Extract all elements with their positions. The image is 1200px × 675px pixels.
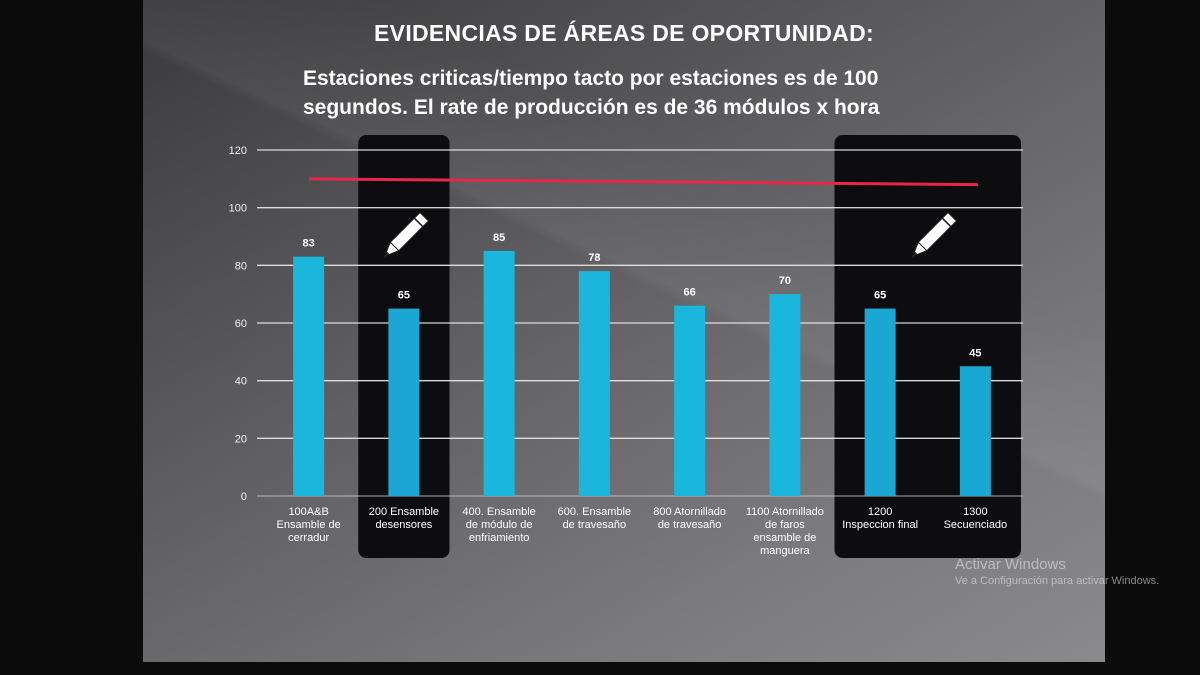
bar (864, 308, 896, 496)
bar-value-label: 85 (493, 232, 505, 244)
y-tick-label: 60 (235, 318, 247, 330)
presentation-slide: EVIDENCIAS DE ÁREAS DE OPORTUNIDAD: Esta… (143, 0, 1105, 662)
category-label-line: de travesaño (563, 519, 627, 531)
category-label: 200 Ensamble desensores (369, 506, 439, 531)
bar (769, 294, 801, 496)
activate-windows-watermark: Activar Windows Ve a Configuración para … (955, 556, 1200, 587)
pencil-icon-part (384, 251, 390, 257)
bar-value-label: 70 (779, 275, 791, 287)
bar (483, 250, 515, 496)
category-label: 1200 Inspeccion final (842, 506, 918, 531)
bar-value-label: 65 (398, 290, 410, 302)
category-label: 1100 Atornillado de faros ensamble de mangu… (746, 506, 824, 557)
pencil-icon-part (912, 251, 918, 257)
category-label: 600. Ensamble de travesaño (558, 506, 631, 531)
pencil-icon (383, 211, 430, 258)
y-tick-label: 100 (229, 203, 247, 215)
category-label-line: 100A&B (288, 506, 328, 518)
slide-subtitle: Estaciones criticas/tiempo tacto por est… (303, 67, 880, 119)
category-label-line: desensores (375, 519, 432, 531)
category-label: 100A&B Ensamble de cerradur (277, 506, 341, 544)
y-tick-label: 0 (241, 491, 247, 503)
bar-value-label: 65 (874, 290, 886, 302)
category-label-line: Secuenciado (944, 519, 1008, 531)
y-tick-label: 120 (229, 145, 247, 157)
bar (674, 305, 706, 496)
y-tick-label: 80 (235, 260, 247, 272)
bar-value-label: 78 (588, 252, 600, 264)
pencil-icon (911, 211, 958, 258)
y-tick-label: 20 (235, 433, 247, 445)
category-label-line: 1200 (868, 506, 892, 518)
category-label-line: ensamble de (753, 532, 816, 544)
category-label-line: 400. Ensamble (462, 506, 535, 518)
watermark-subtitle: Ve a Configuración para activar Windows. (955, 575, 1160, 587)
bar (959, 366, 991, 496)
bar-value-label: 83 (303, 238, 315, 250)
bar-chart: 0 20 40 60 80 100 120 83 100A&B Ensamble de cerrad… (229, 135, 1023, 558)
y-tick-label: 40 (235, 376, 247, 388)
category-label-line: 1100 Atornillado (746, 506, 824, 518)
category-label-line: 800 Atornillado (653, 506, 726, 518)
category-label-line: Ensamble de (277, 519, 341, 531)
takt-time-line (308, 177, 979, 187)
category-label-line: cerradur (288, 532, 329, 544)
category-label-line: de travesaño (658, 519, 722, 531)
pencil-icon-part (941, 217, 952, 228)
pencil-icon-part (413, 217, 424, 228)
bar (293, 256, 325, 496)
category-label-line: de módulo de (466, 519, 533, 531)
category-label-line: de faros (765, 519, 805, 531)
category-label: 800 Atornillado de travesaño (653, 506, 726, 531)
bar (578, 271, 610, 496)
category-label-line: 1300 (963, 506, 987, 518)
category-label: 1300 Secuenciado (944, 506, 1008, 531)
slide-title: EVIDENCIAS DE ÁREAS DE OPORTUNIDAD: (374, 20, 874, 46)
bar-value-label: 45 (969, 347, 981, 359)
category-label-line: 600. Ensamble (558, 506, 631, 518)
category-label-line: enfriamiento (469, 532, 530, 544)
bar-value-label: 66 (684, 287, 696, 299)
category-label-line: 200 Ensamble (369, 506, 439, 518)
highlight-box (834, 135, 1021, 558)
category-label-line: Inspeccion final (842, 519, 918, 531)
watermark-title: Activar Windows (955, 556, 1066, 573)
category-label: 400. Ensamble de módulo de enfriamiento (462, 506, 535, 544)
bar (388, 308, 420, 496)
category-label-line: manguera (760, 545, 810, 557)
